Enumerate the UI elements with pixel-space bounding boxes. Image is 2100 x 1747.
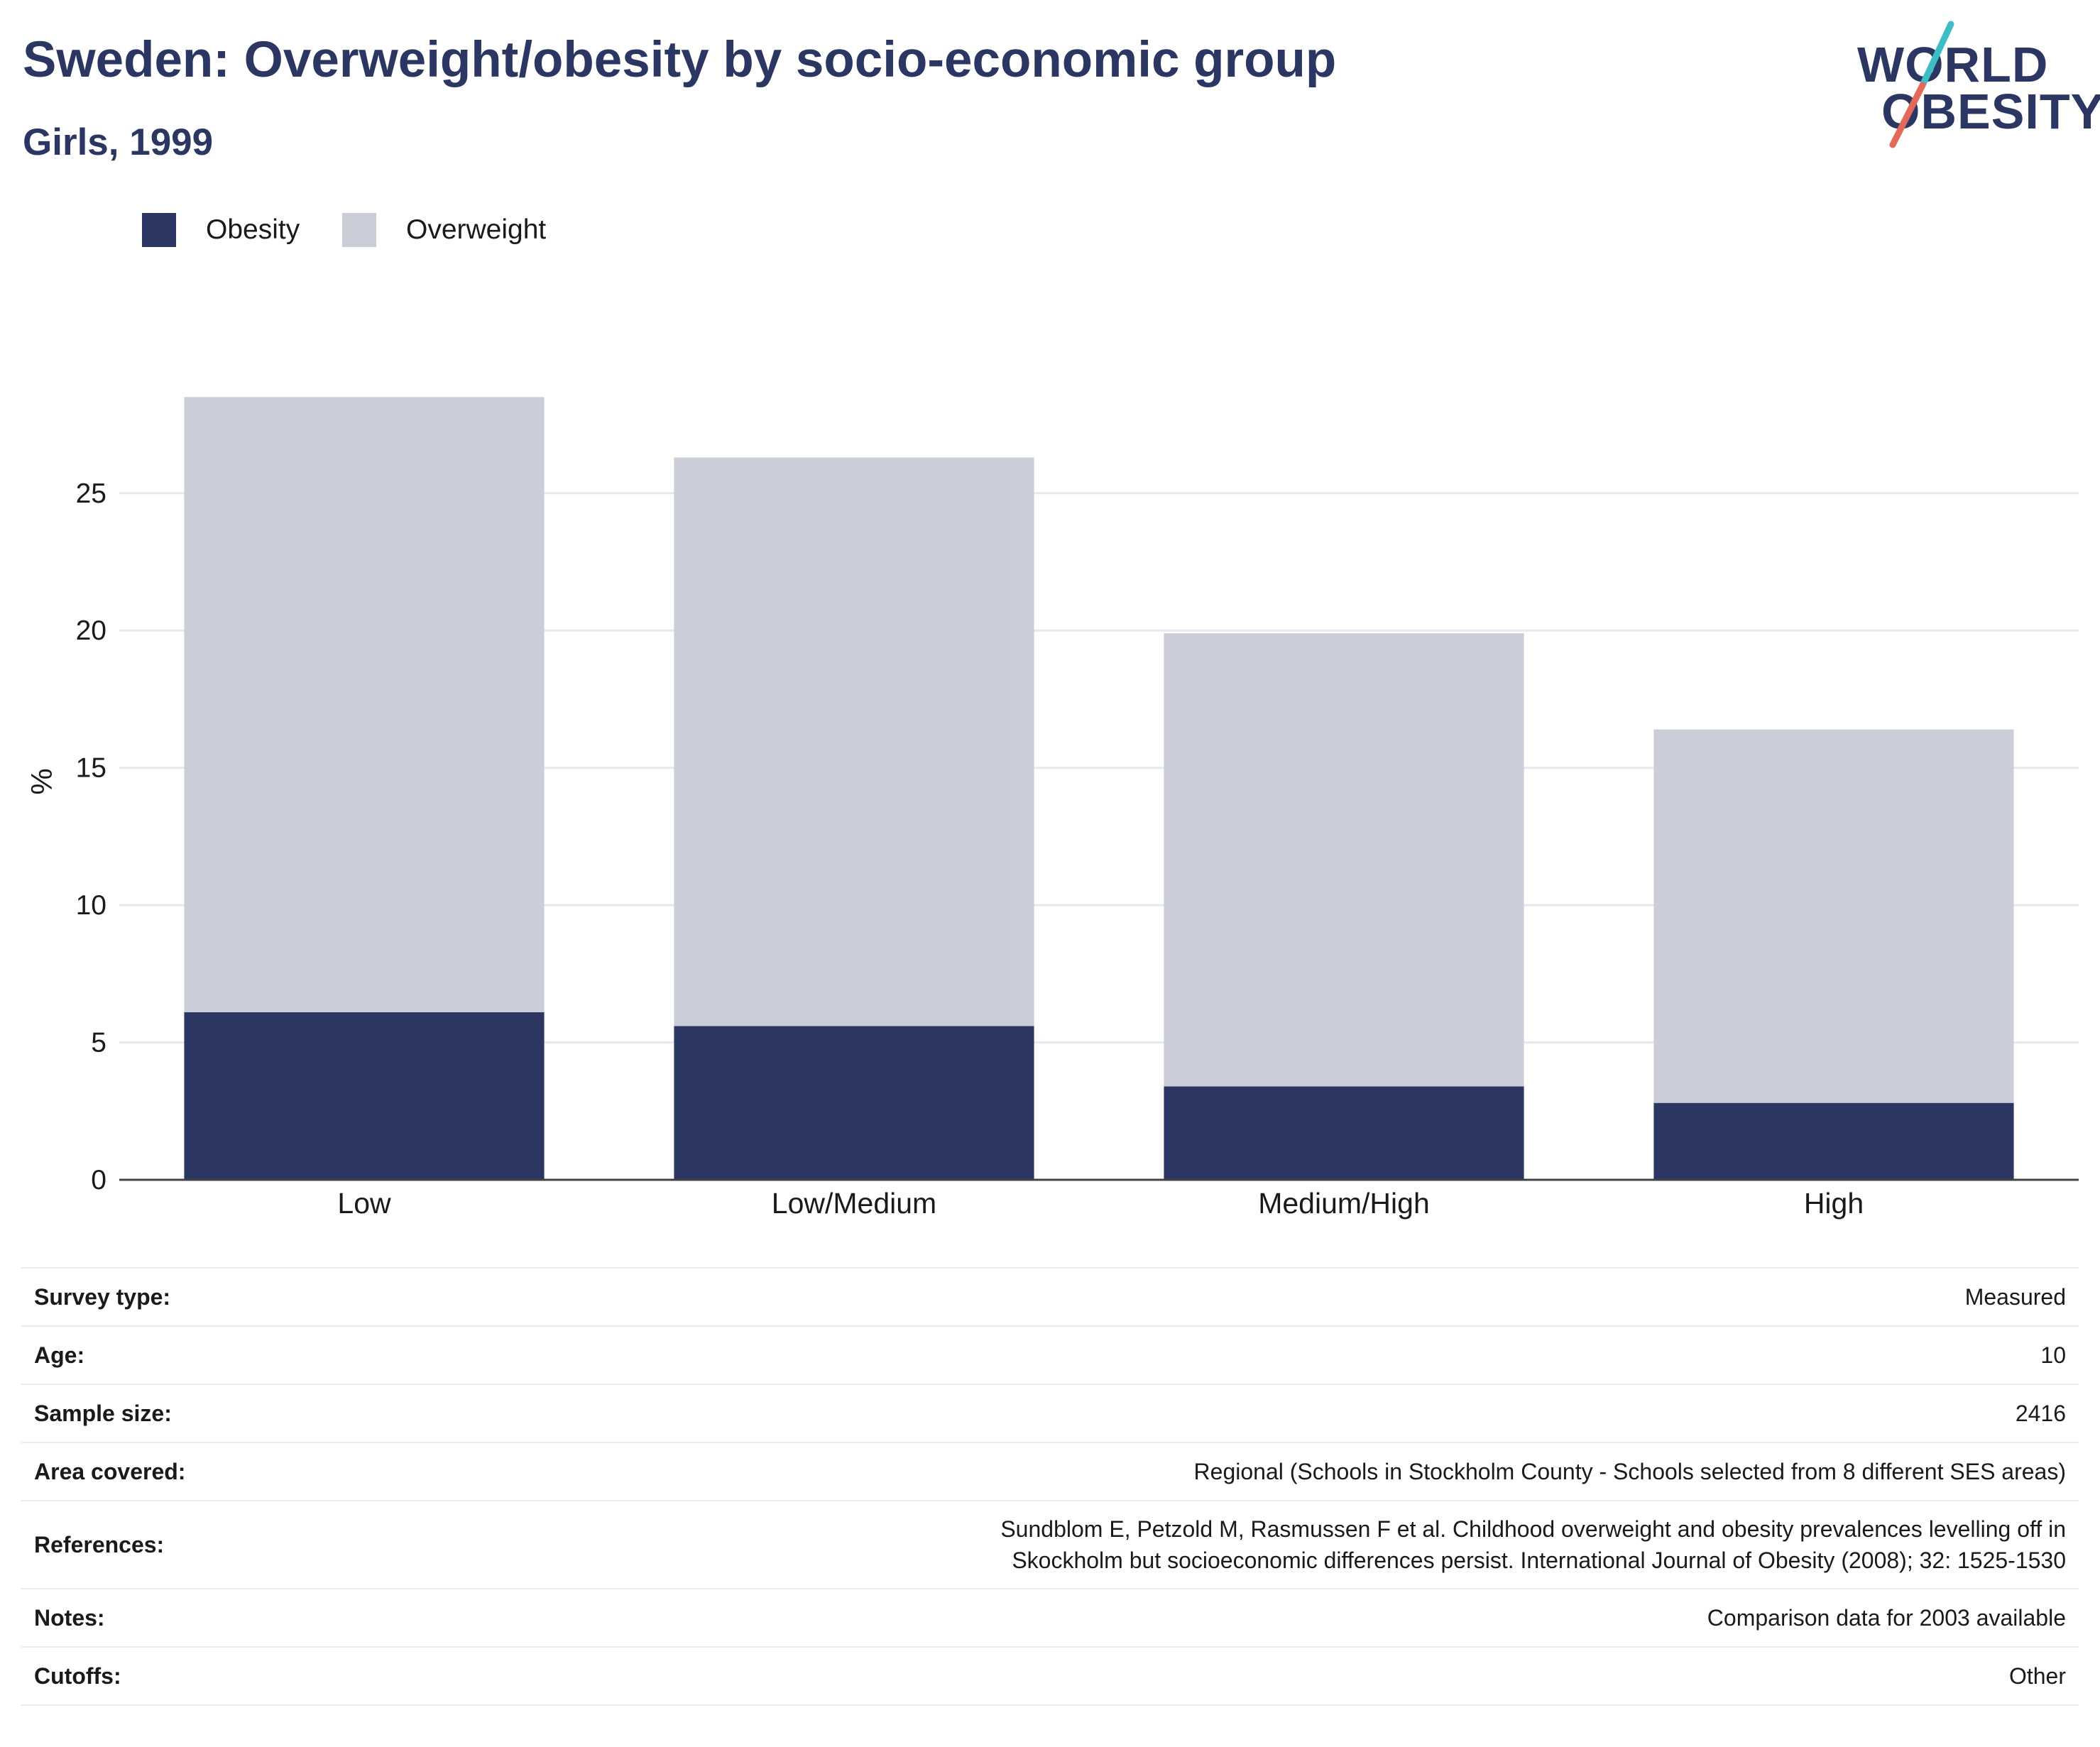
logo-word-1: WORLD <box>1857 37 2049 92</box>
info-row-notes: Notes: Comparison data for 2003 availabl… <box>21 1588 2079 1647</box>
info-label: Area covered: <box>21 1442 473 1501</box>
y-tick-label: 20 <box>76 615 106 646</box>
legend-label-overweight: Overweight <box>406 214 547 245</box>
x-tick-label: High <box>1804 1187 1864 1220</box>
info-value: Regional (Schools in Stockholm County - … <box>473 1442 2079 1501</box>
info-row-sample-size: Sample size: 2416 <box>21 1384 2079 1442</box>
x-tick-label: Low/Medium <box>772 1187 936 1220</box>
info-value: Measured <box>473 1267 2079 1326</box>
info-row-age: Age: 10 <box>21 1325 2079 1384</box>
bar-obesity <box>674 1026 1034 1180</box>
logo-slash-icon <box>1889 21 1954 148</box>
y-tick-label: 5 <box>91 1028 106 1058</box>
info-row-cutoffs: Cutoffs: Other <box>21 1646 2079 1706</box>
info-row-references: References: Sundblom E, Petzold M, Rasmu… <box>21 1500 2079 1589</box>
bar-obesity <box>1164 1086 1524 1180</box>
legend-swatch-obesity <box>142 213 176 247</box>
x-tick-label: Medium/High <box>1258 1187 1430 1220</box>
y-tick-label: 10 <box>76 890 106 921</box>
info-row-survey-type: Survey type: Measured <box>21 1267 2079 1326</box>
info-label: Age: <box>21 1325 473 1384</box>
info-label: Cutoffs: <box>21 1646 473 1706</box>
bar-obesity <box>1653 1102 2014 1180</box>
info-value: Comparison data for 2003 available <box>473 1588 2079 1647</box>
y-axis-label: % <box>25 768 58 794</box>
bar-overweight <box>184 397 545 1012</box>
info-value: 2416 <box>473 1384 2079 1442</box>
survey-info-table: Survey type: Measured Age: 10 Sample siz… <box>21 1267 2079 1706</box>
y-tick-label: 25 <box>76 478 106 509</box>
bar-overweight <box>674 457 1034 1026</box>
bar-overweight <box>1653 729 2014 1103</box>
legend-swatch-overweight <box>342 213 376 247</box>
info-label: Survey type: <box>21 1267 473 1326</box>
info-label: Sample size: <box>21 1384 473 1442</box>
y-tick-label: 15 <box>76 753 106 784</box>
x-tick-label: Low <box>337 1187 391 1220</box>
info-row-area-covered: Area covered: Regional (Schools in Stock… <box>21 1442 2079 1501</box>
info-value: Other <box>473 1646 2079 1706</box>
chart-subtitle: Girls, 1999 <box>23 121 214 163</box>
world-obesity-logo[interactable]: WORLD OBESITY <box>1839 14 2100 156</box>
info-value: 10 <box>473 1325 2079 1384</box>
y-tick-label: 0 <box>91 1165 106 1195</box>
legend-label-obesity: Obesity <box>206 214 300 245</box>
bar-obesity <box>184 1012 545 1180</box>
info-value: Sundblom E, Petzold M, Rasmussen F et al… <box>473 1500 2079 1589</box>
bar-chart: 0 5 10 15 20 25% Low Low/Medium Medium/High High <box>25 397 2079 1220</box>
info-label: Notes: <box>21 1588 473 1647</box>
chart-title: Sweden: Overweight/obesity by socio-econ… <box>23 32 1337 88</box>
info-label: References: <box>21 1500 473 1589</box>
bar-overweight <box>1164 633 1524 1087</box>
